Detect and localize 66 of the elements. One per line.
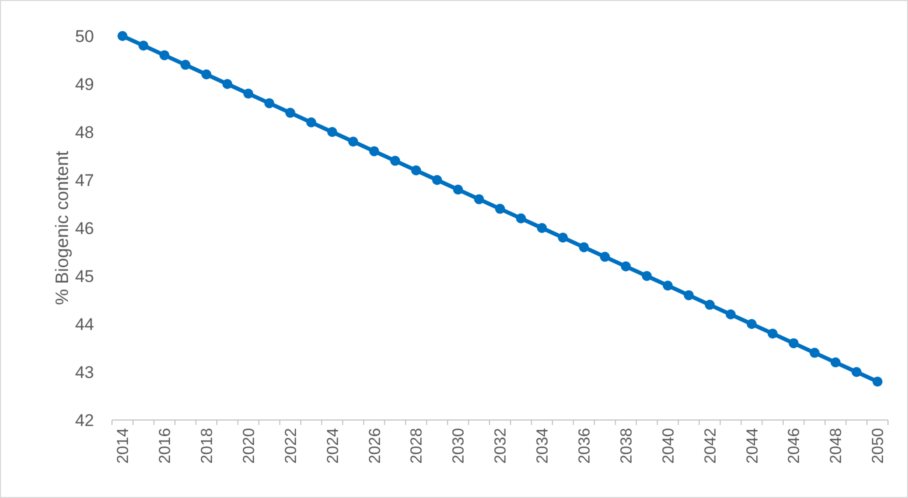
point (432, 175, 442, 185)
point (726, 309, 736, 320)
x-tick-label: 2032 (492, 428, 510, 464)
x-tick-label: 2038 (618, 428, 636, 464)
y-tick-label: 44 (75, 314, 94, 334)
x-tick-label: 2018 (198, 428, 216, 464)
y-tick-label: 46 (75, 218, 94, 238)
point (390, 156, 400, 166)
x-tick-label: 2022 (282, 428, 300, 464)
x-tick-label: 2034 (534, 428, 552, 464)
point (872, 376, 883, 387)
x-tick-label: 2016 (157, 428, 174, 464)
point (306, 117, 316, 128)
point (830, 357, 841, 368)
x-tick-label: 2042 (702, 428, 720, 464)
x-tick-label: 2048 (828, 428, 846, 464)
point (516, 213, 526, 224)
x-tick-label: 2026 (366, 428, 384, 464)
x-tick-label: 2040 (660, 428, 678, 464)
point (558, 232, 568, 243)
y-tick-label: 49 (75, 74, 94, 94)
point (662, 280, 673, 291)
point (243, 88, 254, 99)
x-tick-label: 2028 (408, 428, 426, 464)
point (768, 328, 778, 339)
point (578, 242, 589, 252)
point (620, 261, 631, 272)
y-tick-label: 47 (75, 170, 94, 190)
point (411, 165, 422, 176)
point (201, 69, 212, 80)
x-tick-label: 2044 (744, 428, 762, 464)
y-axis-title: % Biogenic content (52, 150, 72, 306)
point (474, 194, 484, 204)
point (264, 98, 274, 108)
x-tick-label: 2014 (115, 428, 132, 464)
x-tick-label: 2020 (240, 428, 258, 464)
point (810, 348, 820, 358)
point (285, 108, 296, 118)
point (117, 31, 128, 41)
point (746, 319, 757, 329)
x-tick-label: 2024 (324, 428, 342, 464)
y-tick-label: 48 (75, 122, 94, 142)
point (327, 127, 338, 137)
point (642, 271, 652, 281)
y-tick-label: 45 (75, 266, 94, 286)
point (348, 136, 358, 147)
x-tick-label: 2050 (870, 428, 888, 464)
point (180, 60, 190, 70)
y-tick-label: 42 (75, 410, 94, 430)
y-tick-label: 43 (75, 362, 94, 382)
point (600, 252, 610, 262)
point (788, 338, 799, 348)
point (159, 50, 170, 60)
x-tick-label: 2036 (576, 428, 594, 464)
point (852, 367, 862, 377)
point (495, 204, 505, 214)
y-tick-label: 50 (75, 26, 94, 46)
point (222, 79, 232, 89)
x-tick-label: 2030 (450, 428, 468, 464)
point (536, 223, 547, 233)
point (453, 184, 464, 195)
point (684, 290, 694, 300)
point (138, 40, 148, 51)
point (704, 300, 715, 310)
x-tick-label: 2046 (786, 428, 804, 464)
point (369, 146, 380, 156)
